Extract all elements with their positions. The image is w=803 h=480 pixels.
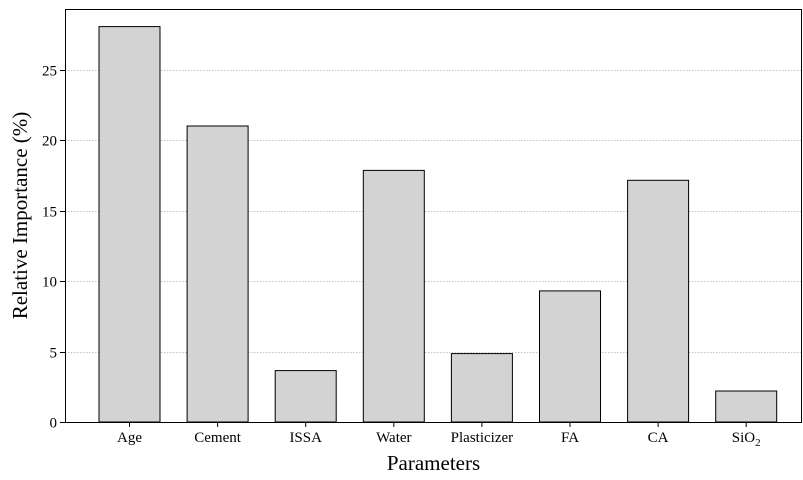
y-tick-label: 5 xyxy=(50,346,58,362)
y-tick-label: 20 xyxy=(42,134,57,150)
x-tick-label: SiO2 xyxy=(732,430,761,449)
plot-frame xyxy=(65,9,802,423)
x-tick-label: Age xyxy=(117,430,142,446)
bar-ca xyxy=(627,179,690,423)
y-tick-label: 10 xyxy=(42,275,57,291)
x-tick-label: Plasticizer xyxy=(451,430,513,446)
x-tick-label: CA xyxy=(648,430,669,446)
x-tick-label: Cement xyxy=(194,430,241,446)
y-tick-label: 0 xyxy=(50,416,58,432)
bar-sio2 xyxy=(715,390,778,423)
bar-cement xyxy=(186,125,249,423)
x-tick-label: ISSA xyxy=(289,430,322,446)
bar-fa xyxy=(539,290,601,423)
x-tick-label: Water xyxy=(376,430,411,446)
bar-issa xyxy=(274,370,337,423)
y-tick-label: 15 xyxy=(42,205,57,221)
bar-plasticizer xyxy=(450,353,513,423)
y-axis-title: Relative Importance (%) xyxy=(8,112,32,320)
x-tick-label: FA xyxy=(561,430,579,446)
bar-water xyxy=(362,169,425,423)
bar-age xyxy=(98,26,161,423)
y-tick-label: 25 xyxy=(42,64,57,80)
y-axis-ticks: 0 5 10 15 20 25 xyxy=(42,64,65,432)
bars xyxy=(98,26,778,423)
x-axis-title: Parameters xyxy=(387,451,480,475)
gridlines xyxy=(65,70,802,353)
x-axis-ticks: Age Cement ISSA Water Plasticizer FA CA SiO2 xyxy=(117,422,761,449)
